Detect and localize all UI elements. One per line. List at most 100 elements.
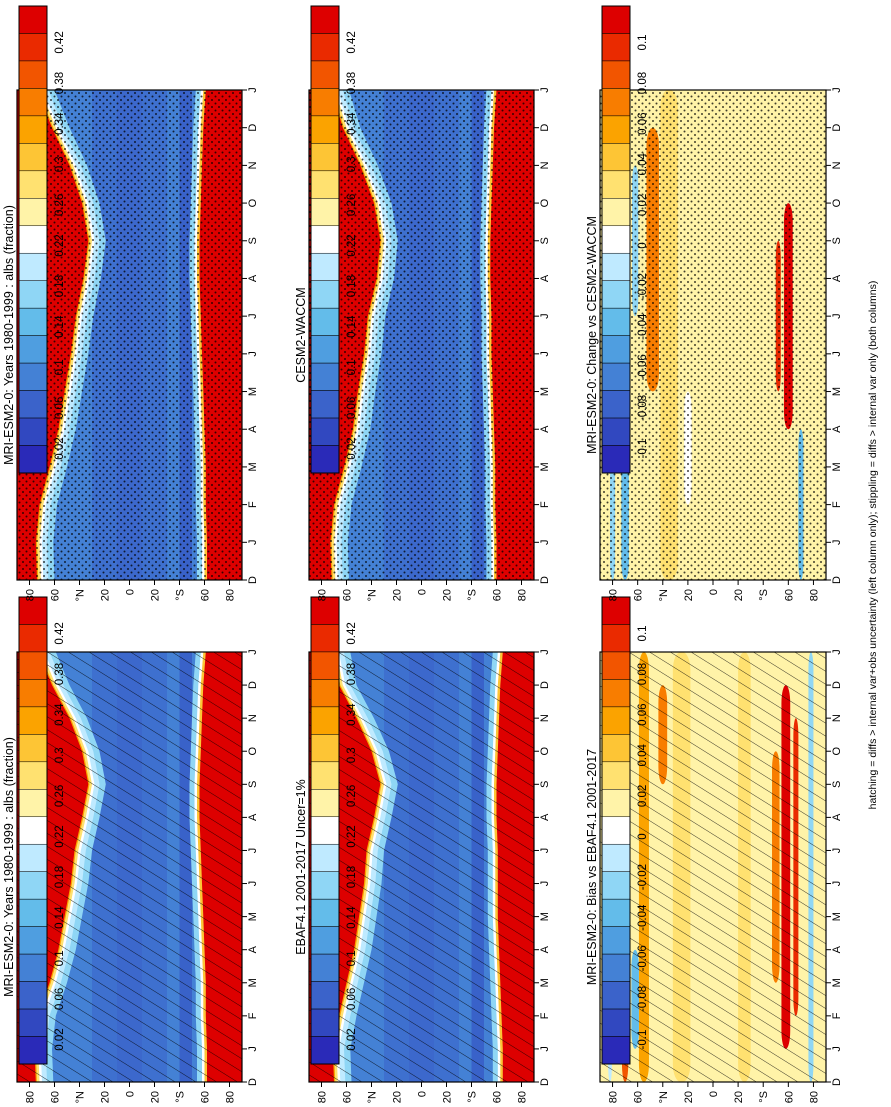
- colorbar-cell: [601, 843, 631, 872]
- hatching-overlay: [600, 652, 826, 1082]
- colorbar-label: 0.38: [346, 72, 358, 94]
- lat-tick-label: 60: [200, 589, 212, 601]
- month-tick-label: D: [539, 1078, 551, 1086]
- month-tick-label: J: [539, 351, 551, 357]
- lat-tick-label: °S: [758, 1091, 770, 1103]
- lat-tick-label: 80: [225, 589, 237, 601]
- lat-tick-label: °N: [367, 1091, 379, 1103]
- colorbar-cell: [18, 445, 48, 474]
- colorbar-label: 0.1: [637, 34, 649, 50]
- colorbar-model_change: 0.1 0.08 0.06 0.04 0.02 0 -0.02 -0.04 -0.06 -0.08…: [601, 5, 649, 474]
- colorbar-label: 0.18: [346, 275, 358, 297]
- colorbar-cell: [310, 871, 340, 900]
- colorbar-cell: [310, 115, 340, 144]
- month-tick-label: J: [831, 848, 843, 854]
- colorbar-label: 0.14: [54, 906, 66, 929]
- colorbar-label: 0.14: [346, 315, 358, 338]
- lat-tick-label: 60: [50, 1091, 62, 1103]
- colorbar-cell: [18, 706, 48, 735]
- lat-tick-label: 80: [317, 1091, 329, 1103]
- panel-model_bias: D J F M A M J J A S O N D J 80 60 °N 20 0 20 °S 60 80 MRI-ESM2-…: [585, 596, 843, 1103]
- hatching-overlay: [309, 652, 534, 1082]
- month-tick-label: A: [831, 945, 843, 953]
- month-tick-label: N: [831, 714, 843, 722]
- field-obs_clim: [309, 652, 534, 1082]
- colorbar-cell: [310, 706, 340, 735]
- colorbar-cell: [18, 734, 48, 763]
- lat-tick-label: 80: [808, 589, 820, 601]
- lat-tick-label: °N: [658, 1091, 670, 1103]
- colorbar-label: 0.14: [54, 315, 66, 338]
- colorbar-obs_clim: 0.42 0.38 0.34 0.3 0.26 0.22 0.18 0.14 0.1 0.06 0.…: [310, 596, 358, 1065]
- colorbar-label: 0.08: [637, 663, 649, 685]
- colorbar-cell: [310, 789, 340, 818]
- colorbar-label: 0.34: [346, 112, 358, 135]
- colorbar-label: 0.3: [346, 156, 358, 172]
- month-tick-label: N: [247, 714, 259, 722]
- colorbar-cell: [18, 761, 48, 790]
- colorbar-label: 0.34: [346, 703, 358, 726]
- month-tick-label: M: [831, 912, 843, 921]
- month-tick-label: O: [539, 198, 551, 207]
- panel-title: MRI-ESM2-0: Years 1980-1999 : albs (frac…: [2, 205, 16, 465]
- colorbar-cell: [310, 445, 340, 474]
- lat-tick-label: 80: [517, 589, 529, 601]
- colorbar-cell: [18, 1008, 48, 1037]
- colorbar-cell: [601, 953, 631, 982]
- colorbar-cell: [601, 307, 631, 336]
- colorbar-cell: [18, 88, 48, 117]
- panel-title: CESM2-WACCM: [294, 287, 308, 382]
- lat-tick-label: 20: [442, 1091, 454, 1103]
- colorbar-cell: [310, 624, 340, 653]
- month-tick-label: A: [831, 813, 843, 821]
- lat-tick-label: °S: [467, 1091, 479, 1103]
- colorbar-cell: [601, 335, 631, 364]
- colorbar-cell: [310, 734, 340, 763]
- month-tick-label: O: [831, 198, 843, 207]
- month-tick-label: O: [539, 747, 551, 756]
- panel-title: EBAF4.1 2001-2017 Uncer=1%: [294, 779, 308, 954]
- field-model_change: [600, 90, 826, 580]
- colorbar-label: 0.26: [54, 785, 66, 807]
- field-ref_clim: [17, 90, 242, 580]
- colorbar-cell: [18, 624, 48, 653]
- month-tick-label: D: [831, 576, 843, 584]
- month-tick-label: A: [247, 425, 259, 433]
- lat-tick-label: 20: [150, 1091, 162, 1103]
- month-tick-label: M: [539, 387, 551, 396]
- colorbar-cell: [601, 143, 631, 172]
- month-tick-label: J: [831, 1046, 843, 1052]
- colorbar-cell: [310, 981, 340, 1010]
- colorbar-label: 0.42: [346, 31, 358, 53]
- field-model_bias: [600, 652, 826, 1082]
- lat-tick-label: 0: [417, 589, 429, 595]
- colorbar-cell: [18, 33, 48, 62]
- lat-tick-label: 60: [633, 589, 645, 601]
- month-tick-label: O: [831, 747, 843, 756]
- colorbar-label: -0.04: [637, 904, 649, 931]
- lat-tick-label: °N: [658, 589, 670, 601]
- colorbar-cell: [310, 926, 340, 955]
- month-tick-label: A: [539, 813, 551, 821]
- colorbar-label: 0.42: [54, 622, 66, 644]
- colorbar-label: 0.1: [346, 359, 358, 375]
- month-tick-label: M: [831, 978, 843, 987]
- month-tick-label: S: [831, 237, 843, 244]
- colorbar-label: 0.38: [54, 72, 66, 94]
- colorbar-cell: [18, 651, 48, 680]
- colorbar-label: 0: [637, 833, 649, 839]
- colorbar-cell: [310, 225, 340, 254]
- lat-tick-label: °N: [367, 589, 379, 601]
- month-tick-label: J: [247, 1046, 259, 1052]
- month-tick-label: D: [247, 124, 259, 132]
- month-tick-label: M: [247, 912, 259, 921]
- colorbar-cell: [18, 390, 48, 419]
- month-tick-label: F: [247, 1012, 259, 1019]
- lat-tick-label: 20: [392, 589, 404, 601]
- colorbar-cell: [310, 60, 340, 89]
- month-tick-label: J: [539, 881, 551, 887]
- colorbar-frame: [310, 596, 340, 1065]
- lat-tick-label: 20: [442, 589, 454, 601]
- colorbar-label: 0.38: [346, 663, 358, 685]
- colorbar-cell: [310, 88, 340, 117]
